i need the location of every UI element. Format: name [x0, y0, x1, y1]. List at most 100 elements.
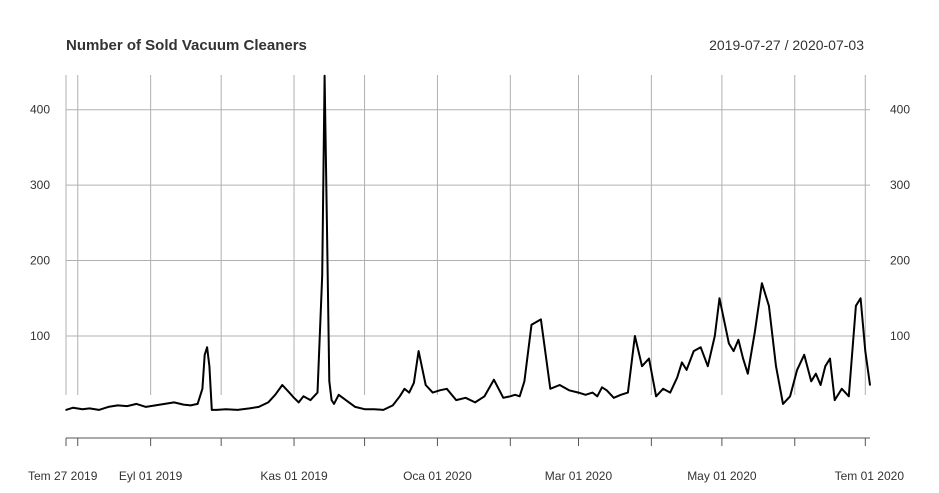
- data-point: [337, 394, 340, 396]
- data-point: [399, 395, 401, 398]
- x-tick-label: May 01 2020: [687, 469, 757, 483]
- y-tick-label-left: 300: [30, 178, 50, 192]
- data-point: [596, 395, 599, 398]
- y-tick-label-right: 300: [890, 178, 910, 192]
- x-tick-label: Mar 01 2020: [545, 469, 613, 483]
- data-point: [692, 350, 695, 352]
- data-point: [728, 342, 730, 345]
- data-point: [732, 350, 735, 352]
- data-point: [72, 406, 74, 409]
- data-point: [502, 397, 505, 399]
- y-tick-label-right: 100: [890, 329, 910, 343]
- data-point: [558, 384, 561, 386]
- data-point: [363, 408, 366, 410]
- data-point: [248, 407, 251, 410]
- data-point: [424, 384, 427, 386]
- data-point: [796, 369, 798, 371]
- data-point: [474, 401, 476, 404]
- data-point: [225, 408, 227, 410]
- data-point: [685, 369, 688, 371]
- data-point: [354, 406, 356, 408]
- data-point: [321, 274, 324, 277]
- data-point: [549, 387, 552, 390]
- data-point: [173, 401, 175, 404]
- data-point: [584, 394, 587, 396]
- data-point: [518, 395, 521, 398]
- data-point: [869, 384, 871, 386]
- data-point: [737, 338, 740, 341]
- data-point: [163, 403, 166, 405]
- data-point: [116, 404, 119, 407]
- data-point: [297, 401, 300, 404]
- data-point: [464, 397, 467, 399]
- data-point: [182, 403, 185, 406]
- data-point: [782, 403, 784, 405]
- data-point: [403, 387, 406, 390]
- data-point: [577, 391, 580, 394]
- date-range-label: 2019-07-27 / 2020-07-03: [709, 37, 864, 53]
- y-tick-label-left: 200: [30, 254, 50, 268]
- data-point: [330, 399, 333, 401]
- data-point: [699, 346, 702, 349]
- data-point: [714, 335, 716, 337]
- data-point: [189, 404, 192, 407]
- data-point: [333, 403, 335, 405]
- data-point: [196, 403, 199, 405]
- data-point: [391, 404, 394, 407]
- data-point: [864, 350, 867, 352]
- data-point: [274, 394, 277, 396]
- data-point: [302, 395, 305, 398]
- grid: [65, 75, 870, 395]
- y-tick-label-right: 400: [890, 103, 910, 117]
- data-point: [267, 401, 269, 404]
- data-point: [669, 391, 671, 394]
- data-point: [803, 354, 805, 356]
- data-point: [620, 394, 622, 396]
- data-point: [257, 406, 260, 408]
- data-point: [417, 350, 420, 352]
- data-point: [145, 406, 147, 408]
- data-point: [413, 381, 415, 384]
- data-point: [706, 365, 709, 367]
- data-point: [323, 74, 326, 77]
- data-point: [509, 395, 512, 398]
- data-point: [326, 222, 328, 224]
- data-point: [855, 305, 857, 307]
- data-point: [662, 387, 664, 390]
- data-point: [201, 387, 204, 390]
- data-point: [591, 391, 594, 394]
- data-point: [107, 406, 110, 408]
- data-point: [648, 357, 650, 360]
- series-layer: [65, 74, 871, 411]
- data-point: [328, 380, 331, 383]
- data-point: [824, 365, 827, 367]
- axes: 100 100 200 200 300 300 400 400 Tem 27 2019 Eyl 0…: [28, 103, 910, 483]
- y-tick-label-right: 200: [890, 254, 910, 268]
- data-point: [382, 409, 385, 411]
- data-point: [612, 397, 615, 399]
- data-point: [293, 397, 295, 399]
- data-point: [281, 384, 284, 386]
- data-point: [601, 386, 603, 389]
- data-point: [605, 389, 608, 392]
- data-point: [523, 380, 526, 383]
- y-tick-label-left: 100: [30, 329, 50, 343]
- data-point: [81, 408, 84, 410]
- data-point: [208, 365, 211, 367]
- data-point: [514, 394, 516, 396]
- data-point: [815, 372, 817, 375]
- x-tick-label: Oca 01 2020: [403, 469, 472, 483]
- data-point: [455, 399, 458, 401]
- data-point: [203, 354, 206, 356]
- data-point: [634, 335, 636, 337]
- data-point: [761, 282, 763, 284]
- data-point: [309, 399, 312, 401]
- data-point: [641, 365, 643, 367]
- data-point: [746, 372, 749, 375]
- data-point: [215, 409, 218, 411]
- x-tick-label: Eyl 01 2019: [119, 469, 183, 483]
- data-point: [768, 305, 770, 307]
- data-point: [723, 320, 726, 322]
- data-point: [288, 391, 291, 394]
- data-point: [775, 365, 777, 367]
